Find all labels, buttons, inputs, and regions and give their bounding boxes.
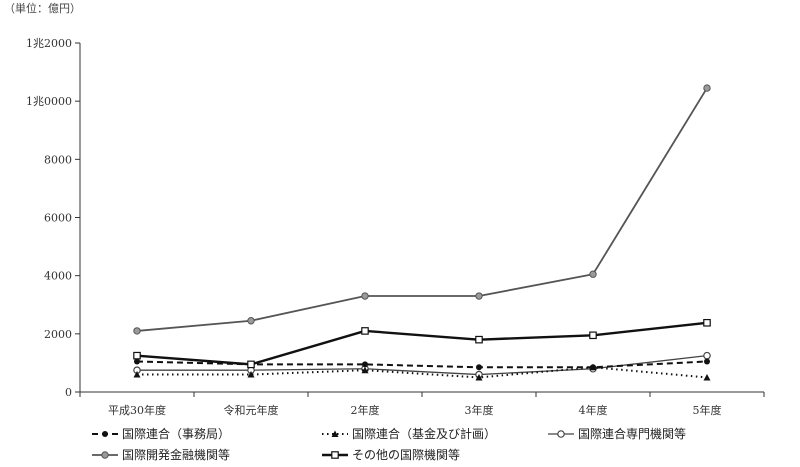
data-point xyxy=(590,364,596,371)
data-point xyxy=(475,373,483,381)
data-point xyxy=(133,327,141,335)
data-point xyxy=(133,351,141,360)
x-tick-label: 5年度 xyxy=(693,403,722,417)
x-tick-label: 3年度 xyxy=(465,403,494,417)
data-point xyxy=(247,371,255,378)
series-1 xyxy=(134,358,710,371)
data-point xyxy=(703,373,711,381)
legend-item: 国際開発金融機関等 xyxy=(92,447,230,462)
data-point xyxy=(362,361,368,368)
x-tick-label: 2年度 xyxy=(351,403,380,417)
legend-label: 国際連合（事務局） xyxy=(122,426,230,441)
legend-label: 国際連合専門機関等 xyxy=(578,426,686,441)
legend-item: 国際連合（事務局） xyxy=(92,426,230,441)
data-point xyxy=(361,292,369,300)
data-point xyxy=(247,360,255,369)
legend-label: 国際連合（基金及び計画） xyxy=(352,426,496,441)
y-tick-label: 4000 xyxy=(44,270,72,283)
data-point xyxy=(703,351,711,360)
legend-label: 国際開発金融機関等 xyxy=(122,447,230,462)
legend-marker xyxy=(331,451,339,459)
data-point xyxy=(476,364,482,371)
data-point xyxy=(475,335,483,344)
data-point xyxy=(133,371,141,378)
y-tick-label: 6000 xyxy=(44,212,72,225)
legend-item: 国際連合（基金及び計画） xyxy=(322,426,496,441)
data-point xyxy=(589,270,597,278)
series-line xyxy=(136,321,708,366)
legend-marker xyxy=(331,430,339,437)
legend-marker xyxy=(557,430,565,438)
legend-marker xyxy=(102,431,108,437)
data-point xyxy=(361,327,369,335)
legend-label: その他の国際機関等 xyxy=(352,447,460,462)
data-point xyxy=(134,358,140,365)
series-2 xyxy=(133,363,711,381)
y-tick-label: 1兆2000 xyxy=(26,37,72,50)
data-point xyxy=(247,317,255,325)
y-tick-label: 2000 xyxy=(44,328,72,341)
x-tick-label: 4年度 xyxy=(579,403,608,417)
data-point xyxy=(361,366,369,374)
data-point xyxy=(703,318,711,327)
series-4 xyxy=(133,84,711,335)
series-line xyxy=(136,87,708,332)
y-tick-label: 8000 xyxy=(44,153,72,166)
data-point xyxy=(475,292,483,300)
legend-item: 国際連合専門機関等 xyxy=(548,426,686,441)
series-5 xyxy=(133,318,711,369)
x-tick-label: 令和元年度 xyxy=(224,403,279,417)
y-tick-label: 0 xyxy=(65,386,72,399)
x-tick-label: 平成30年度 xyxy=(108,403,166,417)
data-point xyxy=(589,331,597,340)
legend-item: その他の国際機関等 xyxy=(322,447,460,462)
legend-marker xyxy=(101,451,109,459)
series-line xyxy=(137,366,708,379)
unit-label: （単位：億円） xyxy=(4,2,81,15)
data-point xyxy=(703,84,711,92)
y-tick-label: 1兆0000 xyxy=(26,95,72,108)
data-point xyxy=(704,358,710,365)
